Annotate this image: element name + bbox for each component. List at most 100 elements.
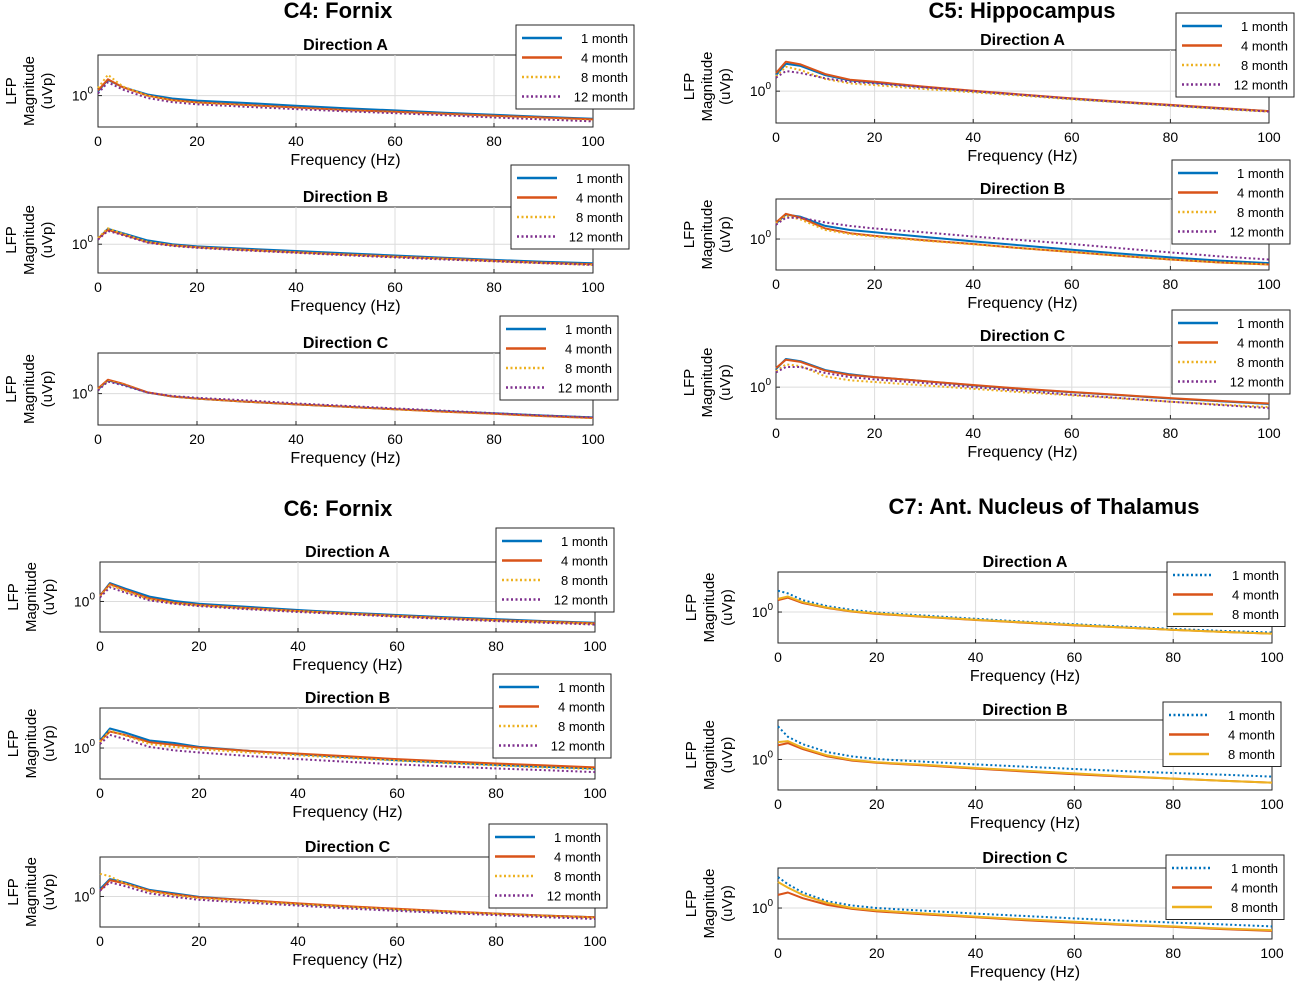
series-line [99, 733, 596, 774]
x-tick-label: 0 [772, 276, 780, 292]
x-axis-label: Frequency (Hz) [290, 450, 400, 467]
x-tick-label: 20 [189, 431, 205, 447]
y-tick-label: 100 [750, 229, 772, 247]
x-tick-label: 60 [389, 638, 405, 654]
panel-title: Direction A [305, 544, 390, 561]
legend-label: 4 month [1241, 39, 1288, 54]
x-tick-label: 20 [869, 945, 885, 961]
y-tick-exponent: 0 [89, 738, 95, 749]
y-axis-label: Magnitude [701, 572, 718, 642]
y-axis-label: LFP [681, 221, 698, 249]
group-title-c5: C5: Hippocampus [928, 0, 1115, 23]
series-line [775, 358, 1270, 405]
x-tick-label: 20 [867, 276, 883, 292]
legend-label: 4 month [558, 700, 605, 715]
legend-label: 4 month [561, 554, 608, 569]
legend-label: 1 month [554, 830, 601, 845]
series-line [99, 872, 596, 919]
legend-label: 12 month [569, 230, 623, 245]
x-tick-label: 100 [1260, 796, 1284, 812]
legend-label: 1 month [1231, 861, 1278, 876]
panel-title: Direction A [303, 37, 388, 54]
legend-label: 8 month [1237, 205, 1284, 220]
x-axis-label: Frequency (Hz) [970, 668, 1080, 685]
legend-label: 4 month [1237, 186, 1284, 201]
x-tick-label: 80 [488, 638, 504, 654]
panel-title: Direction B [305, 690, 390, 707]
x-tick-label: 0 [94, 279, 102, 295]
x-tick-label: 0 [774, 649, 782, 665]
panel-title: Direction C [303, 335, 389, 352]
chart-panel: 0 20 40 60 80 100 100 Direction A Frequency (Hz)… [683, 554, 1286, 685]
legend-label: 1 month [1228, 708, 1275, 723]
legend-label: 1 month [561, 534, 608, 549]
legend-label: 8 month [561, 573, 608, 588]
y-axis-label: Magnitude [701, 868, 718, 938]
x-tick-label: 20 [191, 638, 207, 654]
x-tick-label: 40 [288, 133, 304, 149]
y-axis-label: LFP [3, 77, 20, 105]
x-tick-label: 20 [189, 279, 205, 295]
x-tick-label: 40 [965, 276, 981, 292]
legend-label: 12 month [574, 90, 628, 105]
series-line [99, 881, 596, 920]
x-tick-label: 40 [288, 279, 304, 295]
group-title-c6: C6: Fornix [284, 496, 394, 521]
series-line [775, 65, 1270, 113]
legend-label: 4 month [565, 342, 612, 357]
y-tick-label: 100 [752, 749, 774, 767]
x-tick-label: 100 [581, 431, 605, 447]
y-axis-label: Magnitude [699, 347, 716, 417]
series-line [97, 229, 594, 266]
panel-title: Direction B [982, 702, 1067, 719]
legend-label: 12 month [554, 593, 608, 608]
y-axis-label: (uVp) [41, 725, 58, 762]
x-axis-label: Frequency (Hz) [970, 964, 1080, 981]
legend-label: 8 month [1237, 355, 1284, 370]
chart-panel: 0 20 40 60 80 100 100 Direction B Frequency (Hz)… [681, 159, 1291, 312]
legend-label: 8 month [581, 70, 628, 85]
x-tick-label: 100 [583, 785, 607, 801]
chart-panel: 0 20 40 60 80 100 100 Direction C Frequency (Hz)… [681, 309, 1291, 461]
series-line [775, 363, 1270, 409]
y-tick-exponent: 0 [89, 886, 95, 897]
x-tick-label: 60 [1064, 425, 1080, 441]
x-tick-label: 0 [96, 785, 104, 801]
x-tick-label: 80 [1165, 945, 1181, 961]
x-tick-label: 20 [869, 796, 885, 812]
x-tick-label: 20 [191, 933, 207, 949]
legend-label: 8 month [1228, 747, 1275, 762]
legend-label: 8 month [565, 361, 612, 376]
x-tick-label: 20 [189, 133, 205, 149]
chart-panel: 0 20 40 60 80 100 100 Direction A Frequency (Hz)… [681, 12, 1295, 165]
panel-title: Direction C [980, 328, 1066, 345]
panel-title: Direction C [305, 839, 391, 856]
y-axis-label: (uVp) [717, 216, 734, 253]
legend-label: 4 month [581, 51, 628, 66]
legend-label: 8 month [1232, 607, 1279, 622]
legend-label: 12 month [547, 889, 601, 904]
legend-label: 4 month [1228, 728, 1275, 743]
y-axis-label: LFP [683, 890, 700, 918]
series-line [99, 730, 596, 769]
x-tick-label: 60 [1067, 649, 1083, 665]
y-axis-label: Magnitude [21, 205, 38, 275]
legend-label: 1 month [565, 322, 612, 337]
x-tick-label: 40 [290, 638, 306, 654]
chart-panel: 0 20 40 60 80 100 100 Direction B Frequency (Hz)… [5, 673, 612, 821]
series-line [775, 215, 1270, 266]
y-tick-label: 100 [74, 886, 96, 904]
y-axis-label: Magnitude [699, 51, 716, 121]
panel-title: Direction A [980, 32, 1065, 49]
x-axis-label: Frequency (Hz) [967, 148, 1077, 165]
y-tick-label: 100 [74, 738, 96, 756]
legend-label: 8 month [554, 869, 601, 884]
x-tick-label: 60 [1067, 796, 1083, 812]
y-tick-label: 100 [750, 377, 772, 395]
legend-label: 1 month [581, 31, 628, 46]
y-axis-label: Magnitude [23, 562, 40, 632]
x-tick-label: 20 [869, 649, 885, 665]
y-axis-label: Magnitude [21, 56, 38, 126]
group-title-c7: C7: Ant. Nucleus of Thalamus [889, 494, 1200, 519]
